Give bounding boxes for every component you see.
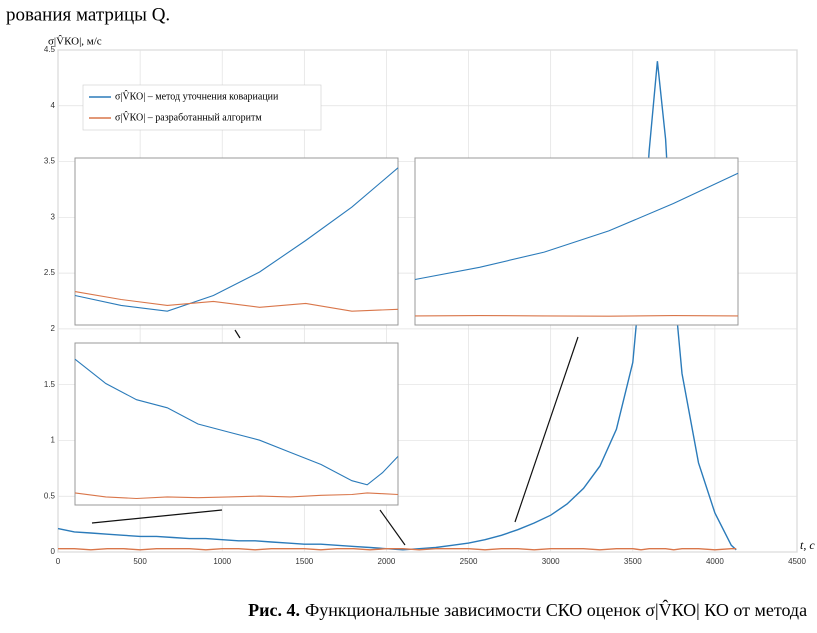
caption-text: Функциональные зависимости СКО оценок σ|…	[305, 600, 807, 620]
data-line	[74, 358, 399, 486]
x-tick-label: 2000	[378, 557, 396, 566]
caption-label: Рис. 4.	[248, 600, 300, 620]
inset-connector	[379, 509, 406, 546]
x-tick-label: 500	[133, 557, 147, 566]
data-line	[57, 61, 737, 551]
legend-box	[82, 84, 322, 131]
x-tick-label: 2500	[460, 557, 478, 566]
y-tick-label: 4	[51, 101, 56, 110]
data-line	[74, 492, 399, 500]
x-tick-label: 4500	[788, 557, 806, 566]
data-line	[74, 291, 399, 312]
data-line	[414, 172, 739, 281]
legend-entry: σ|V̂КО| – разработанный алгоритм	[115, 110, 262, 123]
legend-entry: σ|V̂КО| – метод уточнения ковариации	[115, 89, 279, 102]
header-text: рования матрицы Q.	[6, 4, 170, 25]
y-tick-label: 3.5	[44, 157, 56, 166]
x-tick-label: 3000	[542, 557, 560, 566]
y-tick-label: 2	[51, 324, 56, 333]
inset-connector	[91, 509, 223, 524]
x-tick-label: 3500	[624, 557, 642, 566]
y-tick-label: 4.5	[44, 45, 56, 54]
inset-connector	[514, 336, 579, 523]
x-tick-label: 4000	[706, 557, 724, 566]
data-line	[74, 167, 399, 312]
y-axis-label: σ|V̂КО|, м/с	[48, 34, 102, 47]
data-line	[58, 548, 737, 551]
y-tick-label: 0	[51, 547, 56, 556]
data-line	[414, 315, 739, 317]
x-tick-label: 0	[56, 557, 61, 566]
inset-frame	[74, 342, 399, 506]
y-tick-label: 2.5	[44, 268, 56, 277]
inset-connector	[234, 329, 241, 339]
y-tick-label: 3	[51, 212, 56, 221]
inset-frame	[74, 157, 399, 326]
y-tick-label: 1.5	[44, 380, 56, 389]
x-axis-label: t, с	[800, 538, 815, 552]
x-tick-label: 1000	[213, 557, 231, 566]
y-tick-label: 0.5	[44, 491, 56, 500]
x-tick-label: 1500	[295, 557, 313, 566]
y-tick-label: 1	[51, 436, 56, 445]
